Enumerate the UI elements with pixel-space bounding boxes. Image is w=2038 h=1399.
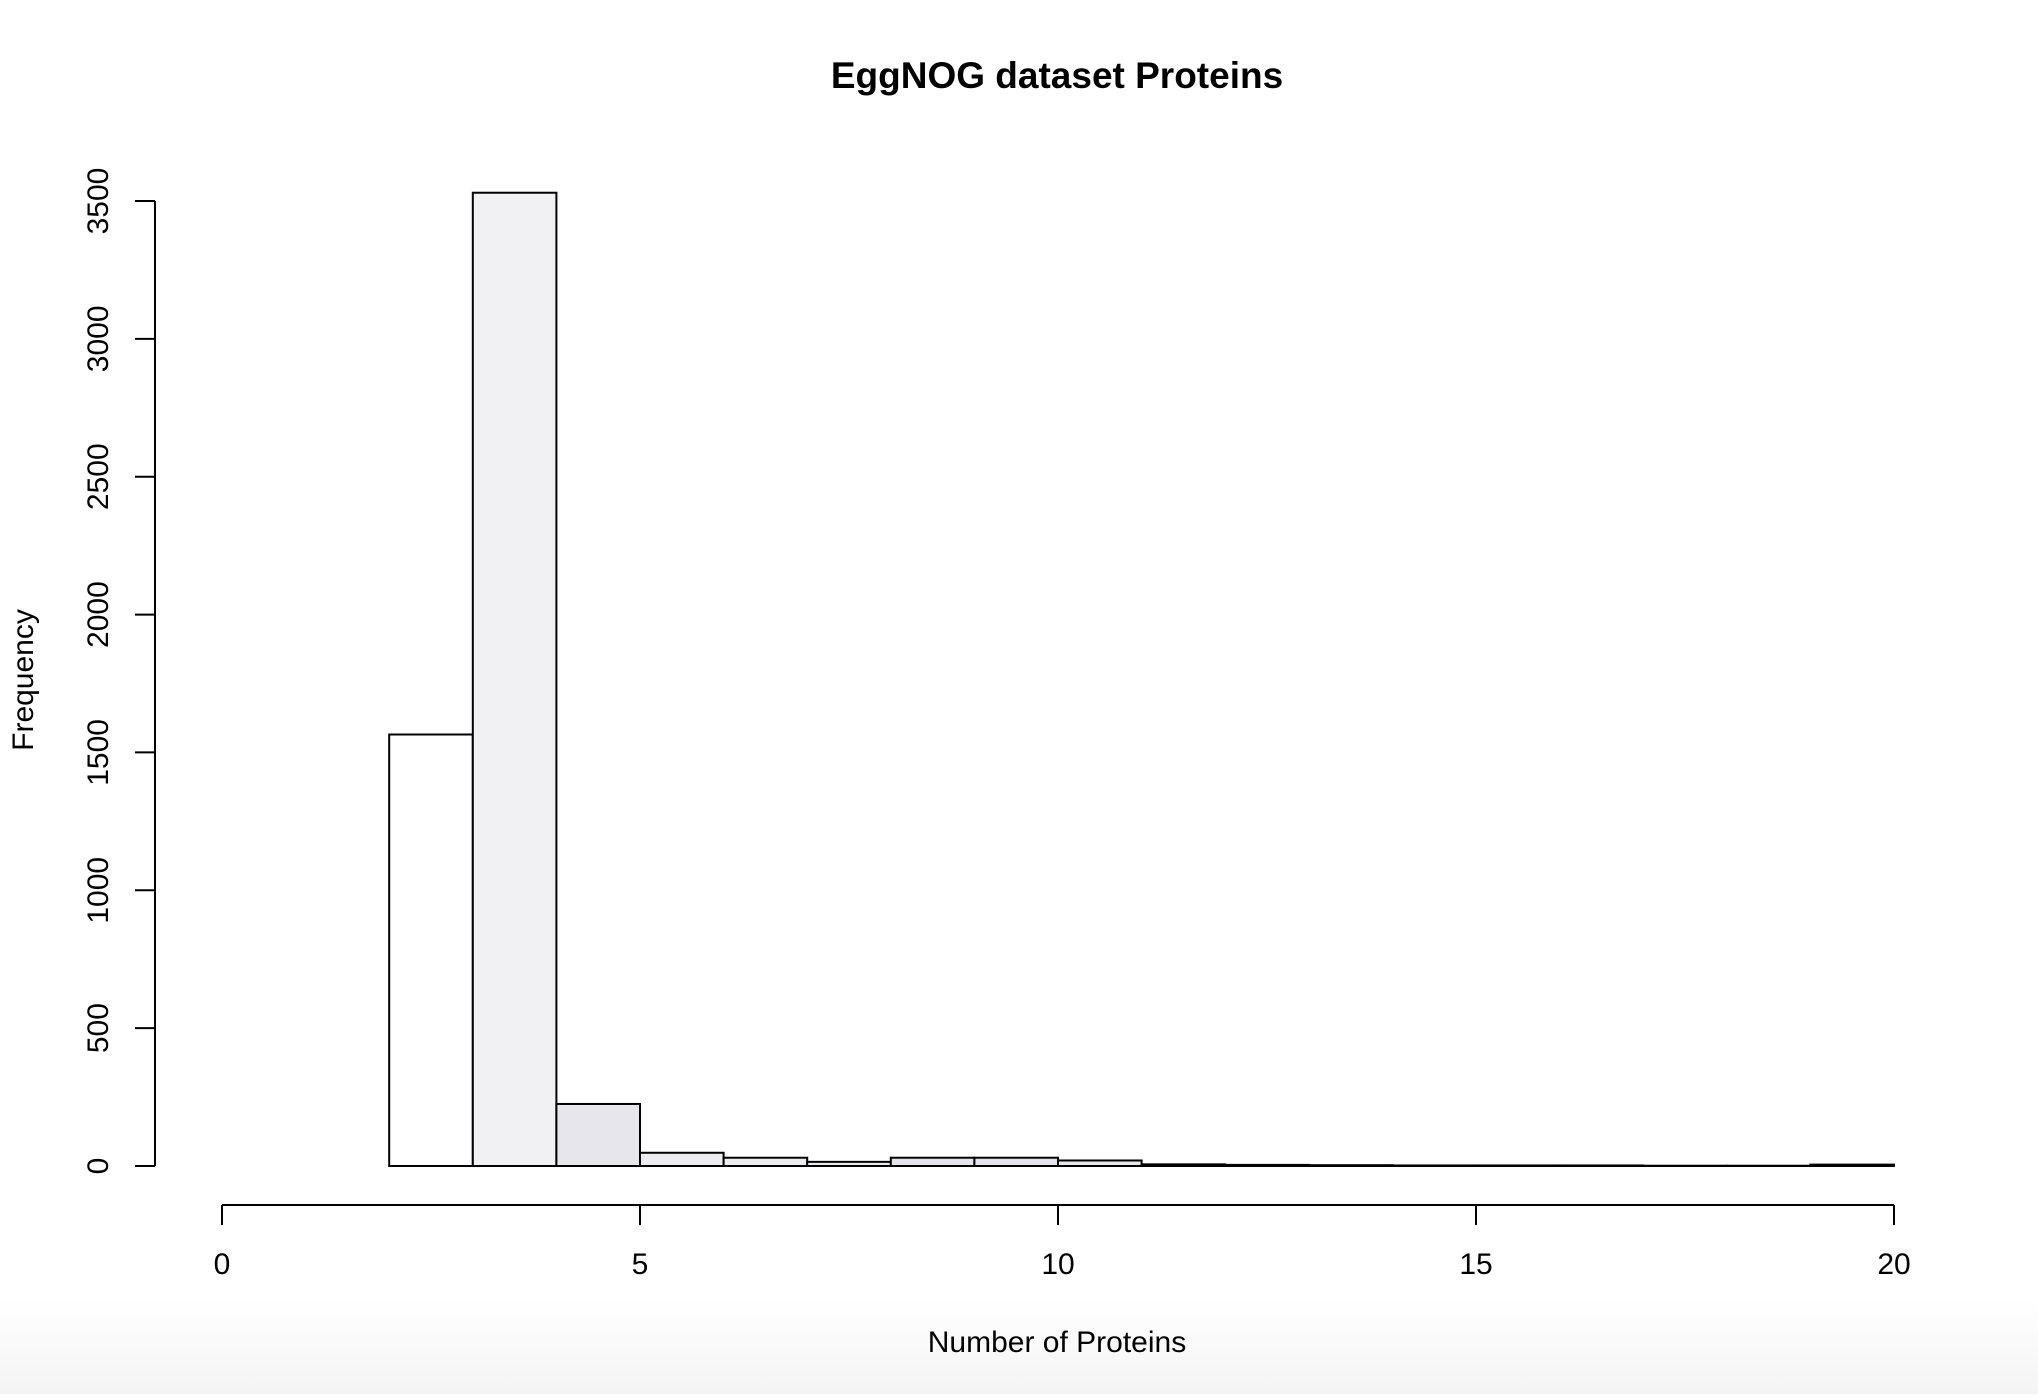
y-tick-label: 500: [82, 1003, 115, 1053]
histogram-bar: [1142, 1164, 1226, 1166]
x-axis-label: Number of Proteins: [928, 1326, 1186, 1359]
histogram-bar: [1810, 1165, 1894, 1166]
y-tick-label: 3500: [82, 168, 115, 235]
x-tick-label: 10: [1041, 1248, 1074, 1281]
histogram-bar: [1560, 1165, 1644, 1166]
x-tick-label: 5: [632, 1248, 649, 1281]
x-tick-label: 15: [1459, 1248, 1492, 1281]
y-tick-label: 0: [82, 1158, 115, 1175]
chart-title: EggNOG dataset Proteins: [831, 55, 1283, 96]
histogram-bar: [891, 1158, 975, 1166]
histogram-bar: [1476, 1165, 1560, 1166]
histogram-bar: [473, 193, 557, 1166]
histogram-bar: [974, 1158, 1058, 1166]
y-axis-label: Frequency: [7, 609, 40, 751]
y-tick-label: 1000: [82, 857, 115, 924]
y-tick-label: 2000: [82, 581, 115, 648]
histogram-bar: [640, 1153, 724, 1166]
x-tick-label: 20: [1877, 1248, 1910, 1281]
histogram-bar: [807, 1162, 891, 1166]
histogram-bar: [1392, 1165, 1476, 1166]
x-axis: 0 5 10 15 20: [214, 1205, 1911, 1281]
y-tick-label: 3000: [82, 305, 115, 372]
x-tick-label: 0: [214, 1248, 231, 1281]
y-tick-label: 1500: [82, 719, 115, 786]
histogram-bar: [556, 1104, 640, 1166]
bars-group: [389, 193, 1894, 1166]
histogram-bar: [1309, 1165, 1393, 1166]
histogram-bar: [724, 1158, 808, 1166]
histogram-bar: [1058, 1160, 1142, 1166]
y-axis: 0 500 1000 1500 2000 2500 3000 3500: [82, 168, 155, 1175]
histogram-bar: [1225, 1165, 1309, 1166]
histogram-bar: [389, 735, 473, 1166]
y-tick-label: 2500: [82, 443, 115, 510]
